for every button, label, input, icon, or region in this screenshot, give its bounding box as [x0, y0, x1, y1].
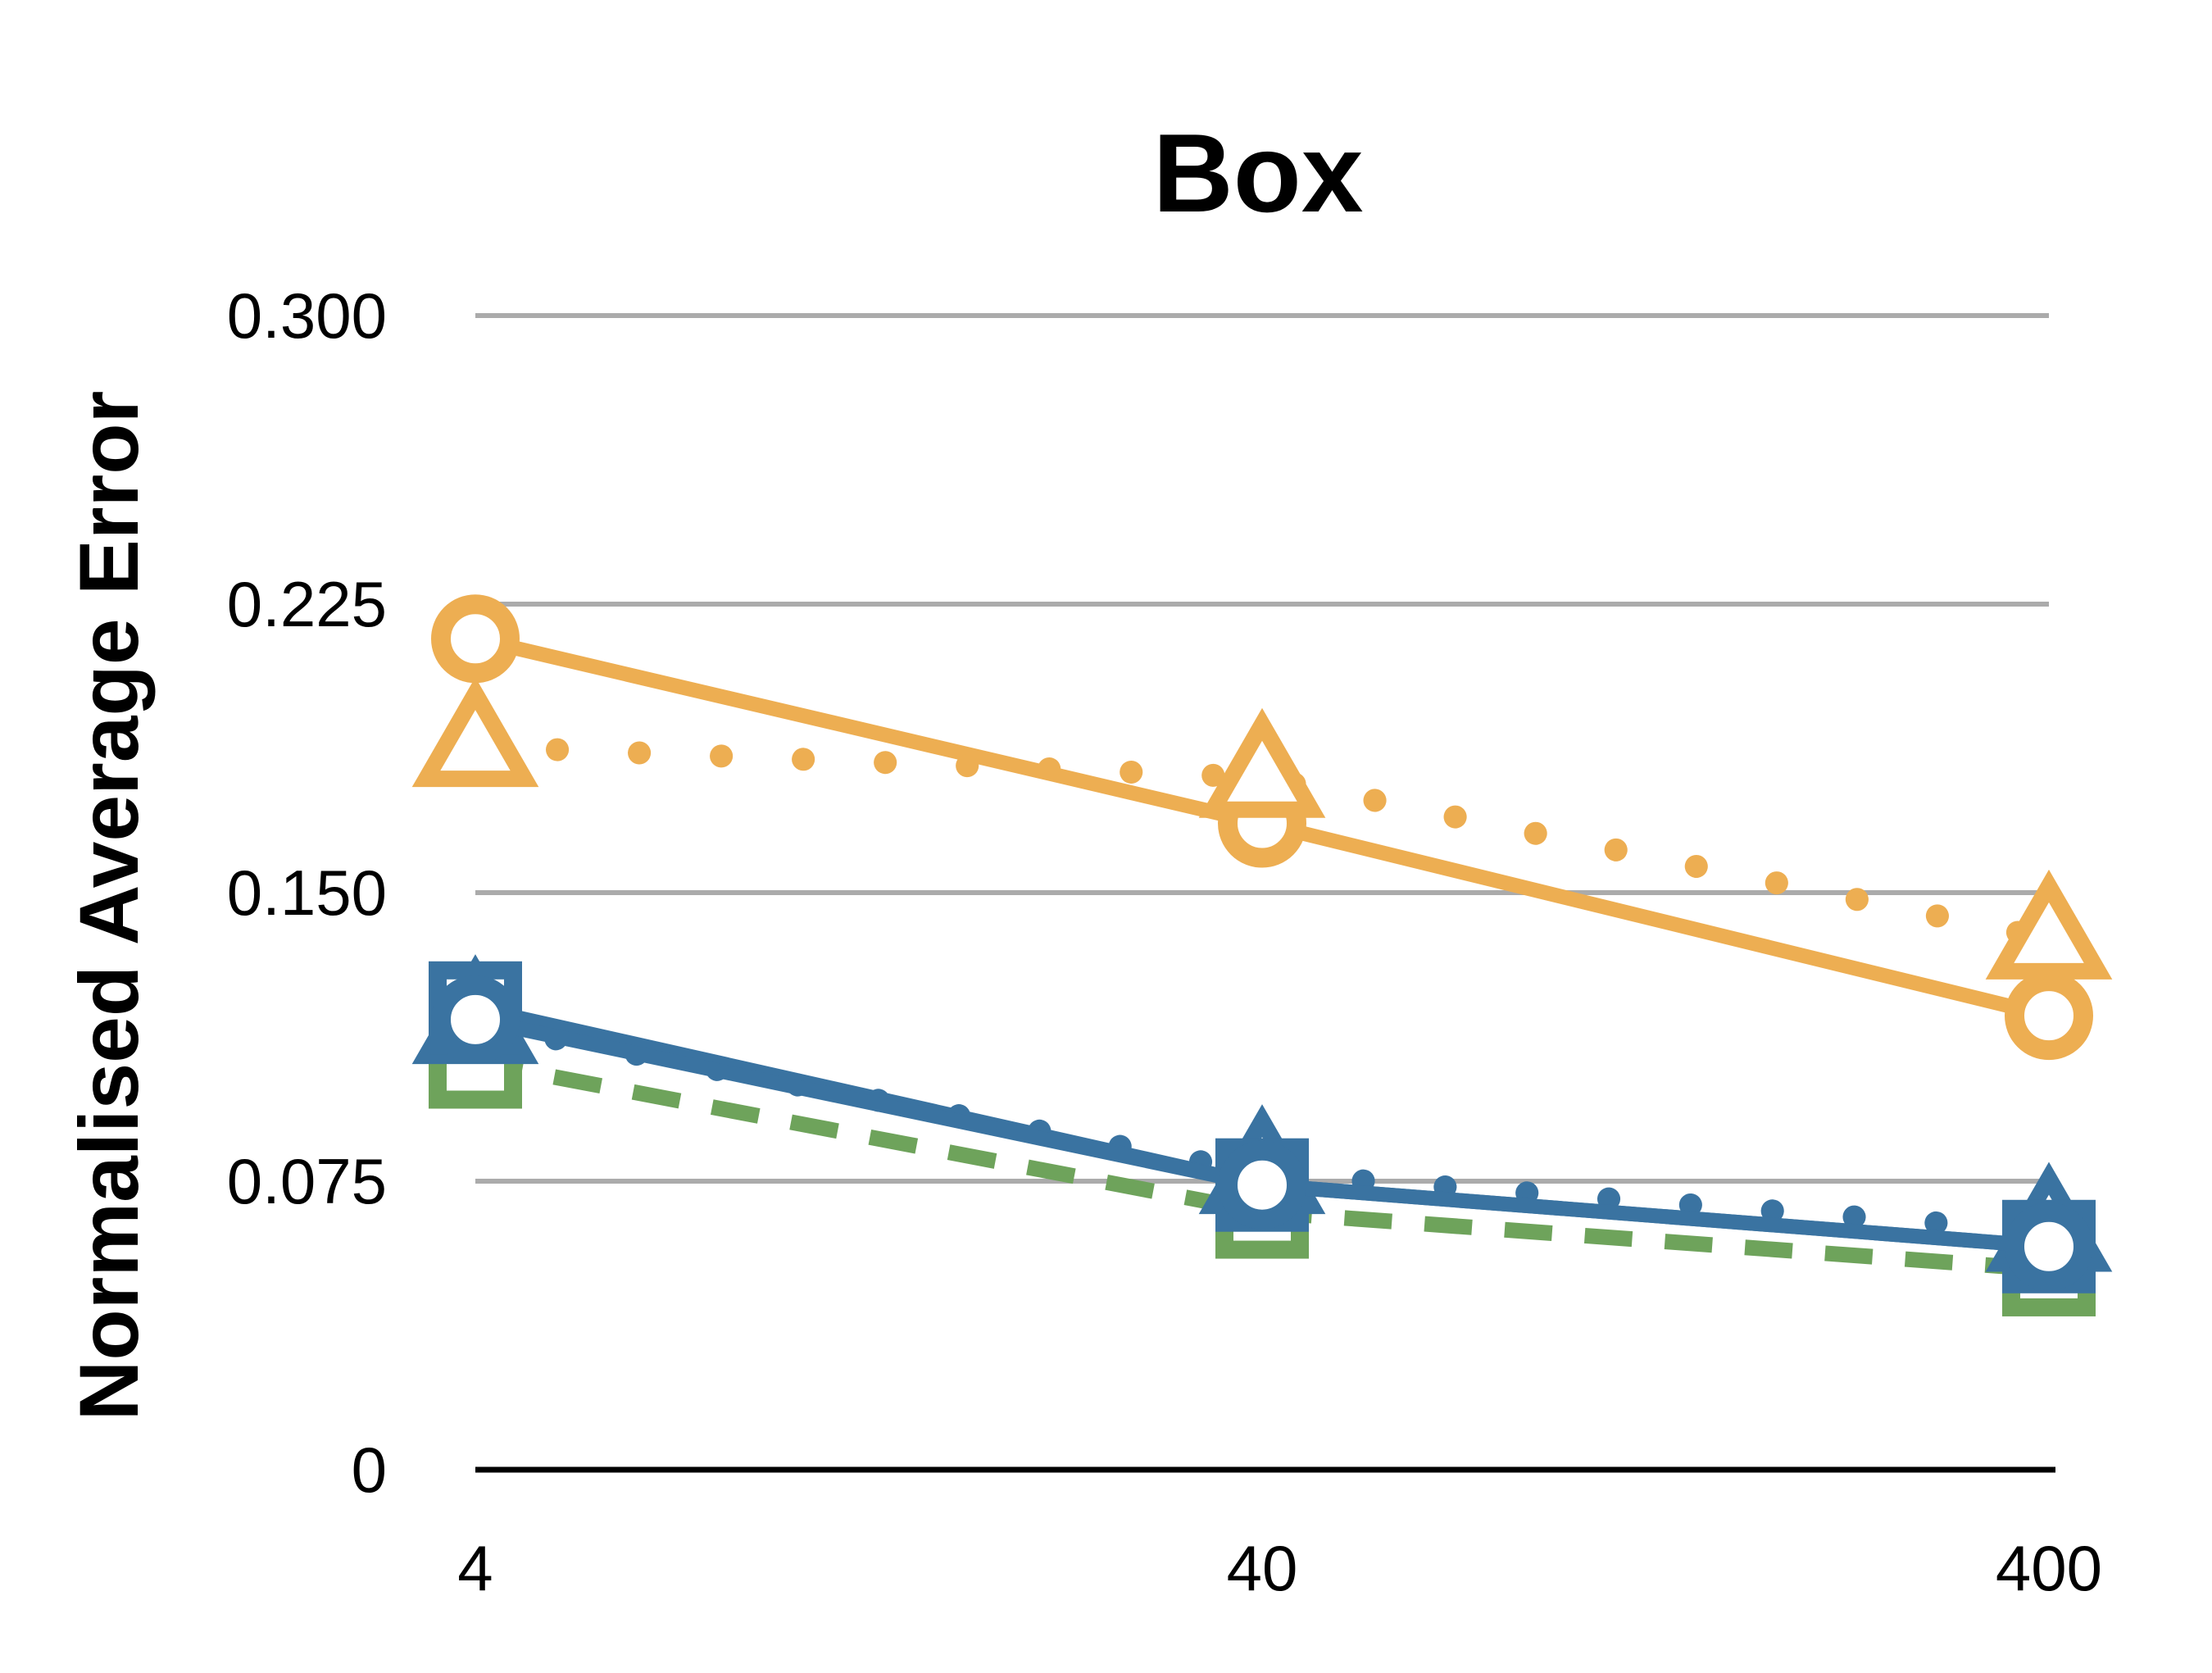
series-2 [411, 677, 2113, 980]
data-point [1218, 1140, 1306, 1230]
data-point [2005, 1202, 2093, 1291]
x-tick-label: 40 [1227, 1532, 1298, 1604]
x-tick-label: 400 [1996, 1532, 2102, 1604]
series-layer [411, 594, 2113, 1316]
series-line [464, 734, 2060, 951]
data-point [431, 594, 520, 684]
y-tick-label: 0.150 [227, 857, 387, 929]
y-tick-label: 0.225 [227, 568, 387, 640]
y-tick-labels: 0 0.075 0.150 0.225 0.300 [227, 280, 387, 1506]
data-point [1198, 707, 1326, 818]
data-point [1985, 869, 2113, 980]
data-point [2005, 971, 2093, 1061]
x-tick-label: 4 [457, 1532, 493, 1604]
series-6 [431, 975, 2093, 1291]
x-tick-labels: 4 40 400 [457, 1532, 2102, 1604]
y-tick-label: 0 [352, 1434, 387, 1506]
data-point [431, 975, 520, 1064]
chart-title: Box [1153, 111, 1364, 235]
y-tick-label: 0.300 [227, 280, 387, 352]
y-axis-label: Normalised Average Error [62, 391, 156, 1421]
y-tick-label: 0.075 [227, 1145, 387, 1217]
data-point [411, 677, 539, 788]
series-1 [431, 594, 2093, 1061]
series-line [474, 1054, 2050, 1278]
